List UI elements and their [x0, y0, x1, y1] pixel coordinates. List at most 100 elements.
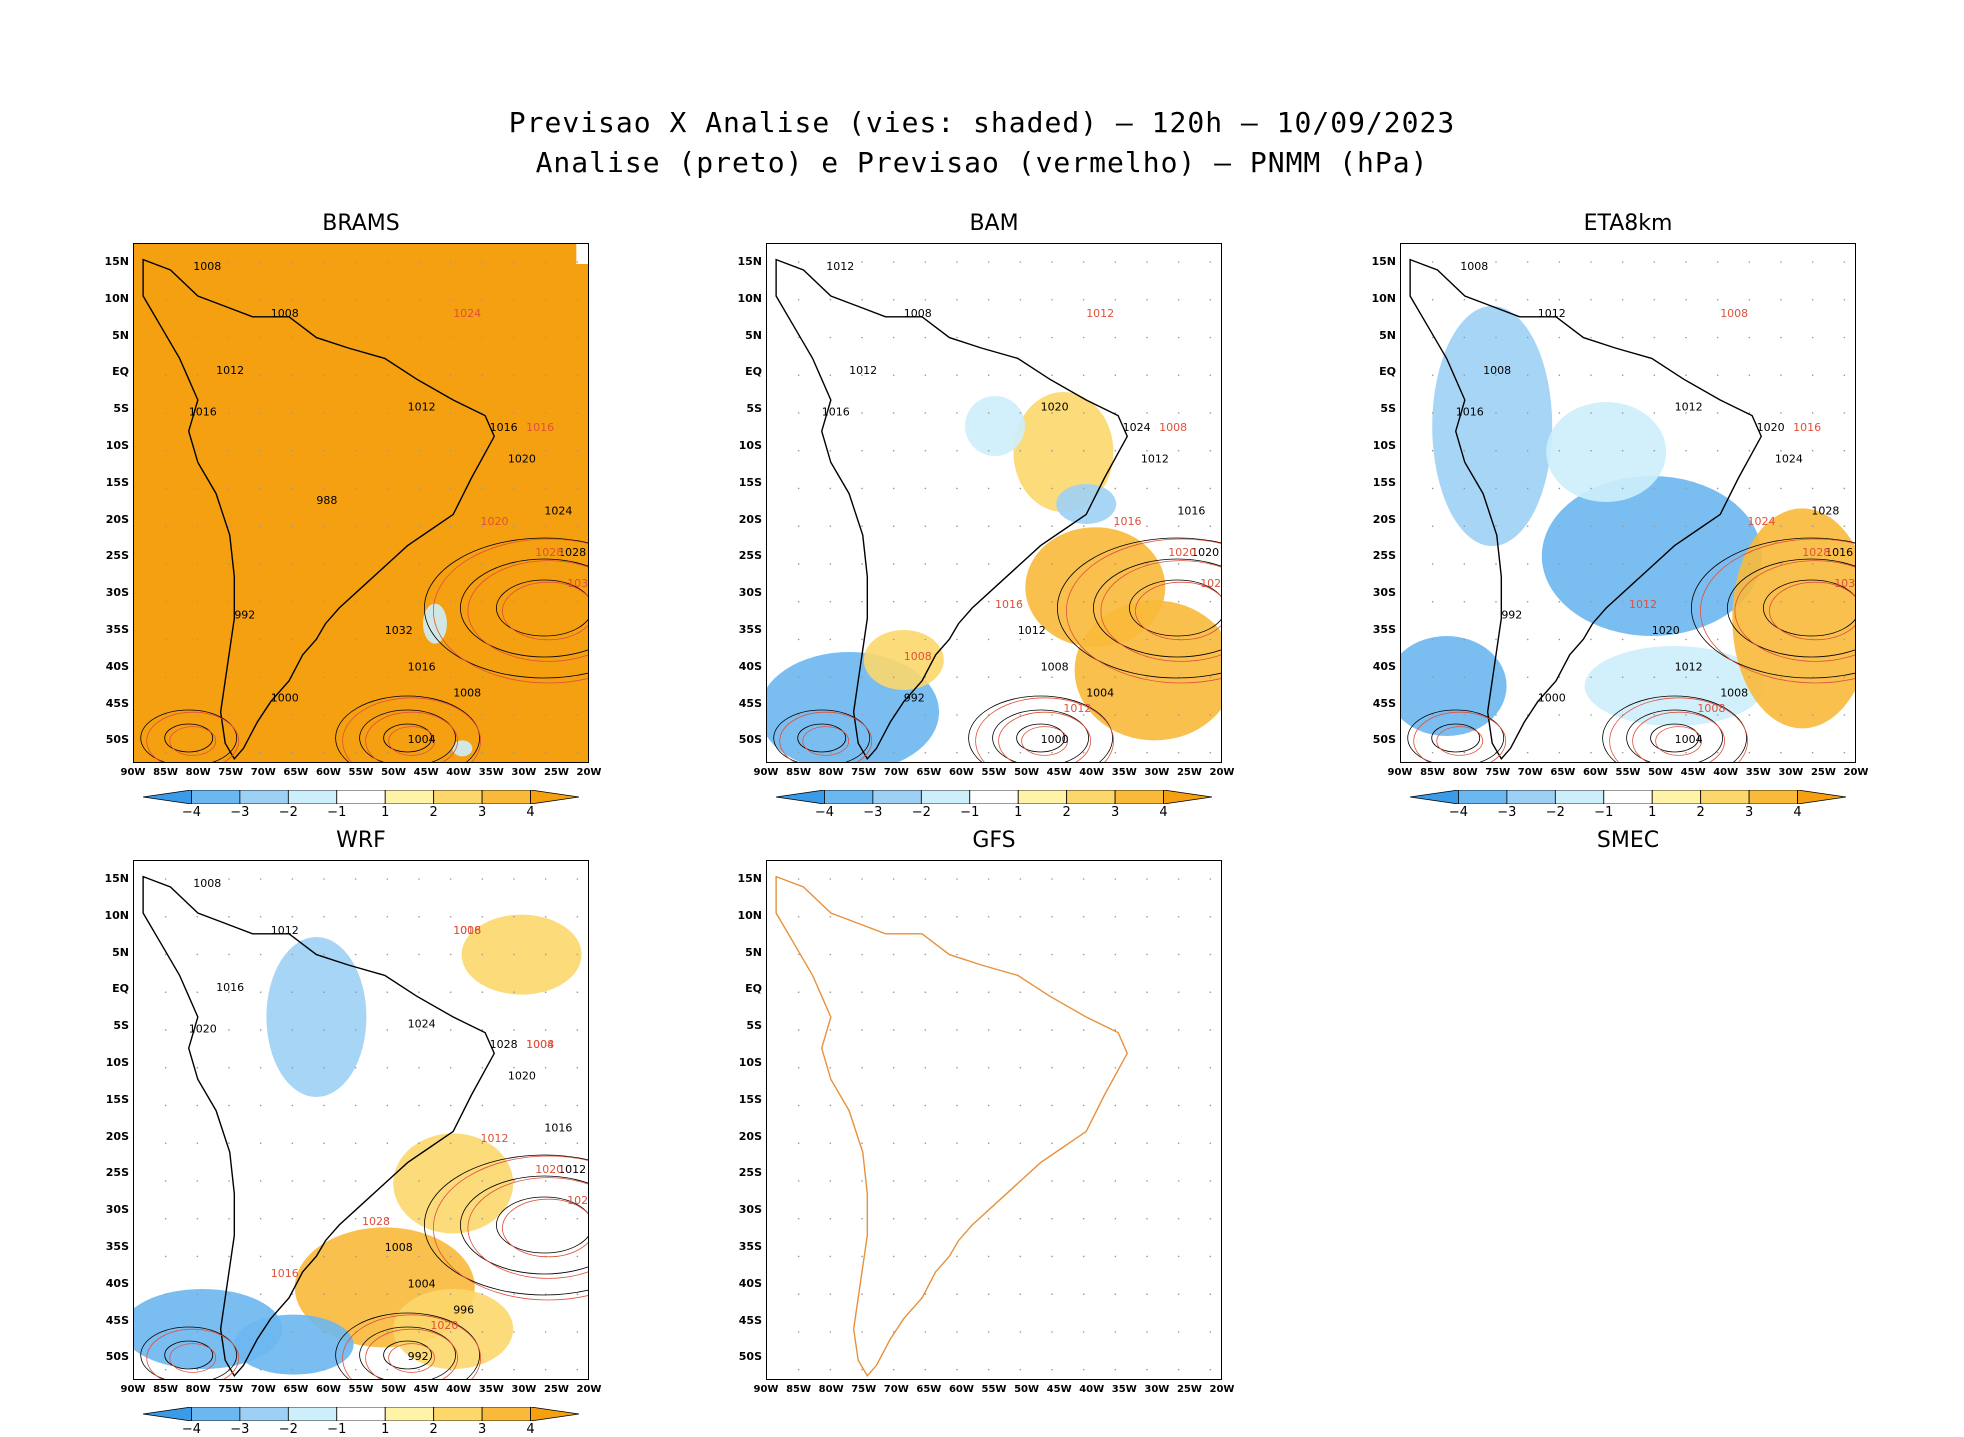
colorbar-label: −2 [278, 1422, 298, 1437]
map-panel-bam: 1012 1008 1012 1016 1020 1024 1012 1016 1020 1012… [766, 243, 1222, 763]
contour-label-analysis: 1016 [216, 981, 244, 994]
contour-label-analysis: 992 [234, 608, 255, 621]
isobar-analysis [335, 695, 480, 762]
lon-tick-label: 30W [1144, 767, 1170, 778]
colorbar-segment [336, 789, 386, 805]
lon-tick-label: 80W [185, 767, 211, 778]
map-panel-brams: 1008 1008 1012 1016 1012 1016 1020 1024 1028 1032… [133, 243, 589, 763]
lat-tick-label: 25S [1372, 549, 1396, 563]
contour-label-analysis: 1020 [508, 452, 536, 465]
lon-tick-label: 70W [250, 1384, 276, 1395]
contour-label-analysis: 1016 [1177, 504, 1205, 517]
lon-tick-label: 45W [413, 1384, 439, 1395]
no-data-corner [576, 244, 588, 264]
coastline-south-america [775, 875, 1129, 1377]
contour-label-analysis: 1000 [1538, 692, 1566, 705]
isobar-forecast [1734, 560, 1855, 662]
contour-label-analysis: 1000 [1041, 733, 1069, 746]
contour-label-analysis: 1004 [408, 1277, 436, 1290]
isobar-analysis [1602, 695, 1747, 762]
colorbar-label: −1 [327, 1422, 347, 1437]
lon-tick-label: 50W [1014, 1384, 1040, 1395]
lon-tick-label: 65W [283, 767, 309, 778]
panel-title-wrf: WRF [336, 828, 386, 853]
contour-label-analysis: 1016 [1456, 406, 1484, 419]
colorbar-label: −3 [863, 805, 883, 820]
contour-label-forecast: 1016 [453, 924, 481, 937]
contour-label-analysis: 1012 [558, 1163, 586, 1176]
bias-shading-background [134, 244, 588, 762]
lat-tick-label: 40S [105, 659, 129, 673]
colorbar-label: 4 [526, 1422, 535, 1437]
lon-tick-label: 40W [446, 1384, 472, 1395]
isobar-forecast [433, 538, 588, 684]
lon-tick-label: 90W [120, 767, 146, 778]
contour-label-analysis: 1004 [408, 733, 436, 746]
contour-label-analysis: 1012 [408, 400, 436, 413]
isobar-forecast [1100, 560, 1221, 662]
lon-tick-label: 80W [185, 1384, 211, 1395]
isobar-forecast [1609, 697, 1748, 762]
lat-tick-label: 15S [738, 475, 762, 489]
isobar-forecast [146, 711, 240, 762]
lon-tick-label: 55W [348, 1384, 374, 1395]
figure-title-line1: Previsao X Analise (vies: shaded) — 120h… [508, 106, 1456, 139]
lat-tick-label: 35S [738, 623, 762, 636]
isobar-forecast [467, 560, 588, 662]
lat-tick-label: 15S [105, 1092, 129, 1106]
lat-tick-label: 10N [737, 291, 762, 305]
lon-tick-label: 55W [981, 1384, 1007, 1395]
colorbar-segment [287, 789, 338, 805]
contour-label-forecast: 1008 [904, 650, 932, 663]
lon-tick-label: 35W [1111, 1384, 1137, 1395]
lat-tick-label: 35S [105, 623, 129, 636]
contour-label-analysis: 992 [1501, 608, 1522, 621]
lat-tick-label: 5N [745, 328, 762, 342]
isobar-forecast [342, 1314, 481, 1379]
colorbar-label: 4 [526, 805, 535, 820]
isobar-forecast [802, 726, 850, 756]
contour-label-forecast: 1008 [1159, 421, 1187, 434]
colorbar-segment [530, 789, 580, 805]
contour-label-forecast: 1012 [1629, 598, 1657, 611]
isobar-forecast [1632, 711, 1725, 762]
lat-tick-label: 5N [1379, 328, 1396, 342]
lat-tick-label: 10S [1372, 439, 1396, 452]
isobar-analysis [359, 709, 456, 762]
contour-label-analysis: 1024 [544, 504, 572, 517]
contour-label-analysis: 1012 [216, 364, 244, 377]
colorbar-wrf [142, 1406, 580, 1422]
map-panel-gfs [766, 860, 1222, 1380]
colorbar-segment [1506, 789, 1556, 805]
contour-label-forecast: 1012 [1086, 307, 1114, 320]
lon-tick-label: 80W [1452, 767, 1478, 778]
isobar-analysis [335, 1312, 480, 1379]
lat-tick-label: 25S [738, 549, 762, 563]
isobar-analysis [1431, 723, 1481, 753]
colorbar-brams [142, 789, 580, 805]
lat-tick-label: 15N [737, 872, 762, 885]
colorbar-segment [384, 789, 435, 805]
contour-label-analysis: 1028 [490, 1038, 518, 1051]
isobar-forecast [365, 1328, 458, 1379]
lat-tick-label: 45S [738, 696, 762, 710]
isobar-analysis [496, 579, 588, 637]
map-svg-bam: 1012 1008 1012 1016 1020 1024 1012 1016 1020 1012… [767, 244, 1222, 762]
colorbar-bam [775, 789, 1213, 805]
colorbar-label: 4 [1793, 805, 1802, 820]
lon-tick-label: 60W [948, 1384, 974, 1395]
lon-tick-label: 75W [1485, 767, 1511, 778]
contour-label-forecast: 1020 [535, 1163, 563, 1176]
map-svg-brams: 1008 1008 1012 1016 1012 1016 1020 1024 1028 1032… [134, 244, 588, 762]
colorbar-segment [920, 789, 971, 805]
isobar-analysis [1691, 537, 1855, 679]
contour-label-analysis: 1012 [1538, 307, 1566, 320]
isobar-forecast [1769, 581, 1855, 641]
colorbar-segment [481, 789, 531, 805]
lat-tick-label: 15N [104, 872, 129, 885]
lat-tick-label: 50S [738, 1350, 762, 1364]
lat-tick-label: 25S [105, 1166, 129, 1180]
contour-label-analysis: 1016 [490, 421, 518, 434]
contour-label-forecast: 1024 [1200, 577, 1222, 590]
